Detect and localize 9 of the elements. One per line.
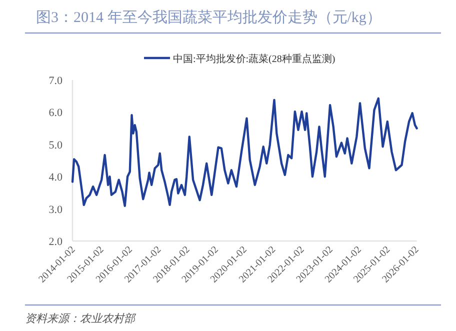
y-tick-label: 4.0 [48,172,63,184]
text: 资料来源：农业农村部 [25,312,137,325]
y-tick-label: 5.0 [48,139,63,152]
title: 图3：2014 年至今我国蔬菜平均批发价走势（元/kg） [36,10,382,26]
y-tick-label: 6.0 [48,107,63,120]
y-tick-label: 2.0 [48,236,63,248]
y-tick-label: 7.0 [48,75,63,87]
legend-label: 中国:平均批发价:蔬菜(28种重点监测) [173,53,336,65]
y-tick-label: 3.0 [48,204,63,216]
